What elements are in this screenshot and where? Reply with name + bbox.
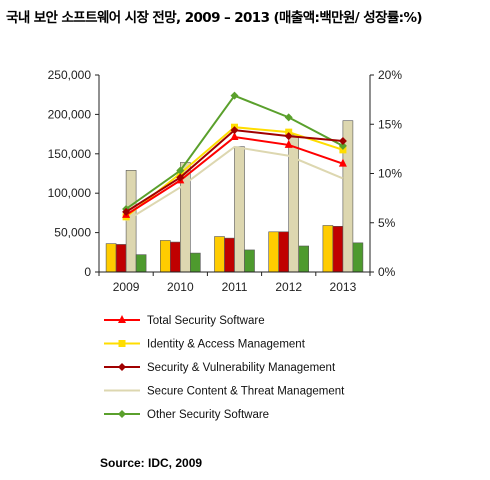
bar-1-1 bbox=[170, 241, 181, 273]
right-tick-label-0: 0% bbox=[378, 265, 396, 279]
bar-1-0 bbox=[115, 244, 127, 273]
bar-1-4 bbox=[332, 225, 344, 273]
legend-label-0: Total Security Software bbox=[147, 315, 265, 327]
bar-2-0 bbox=[125, 170, 137, 273]
line-point-2-4 bbox=[338, 136, 347, 145]
x-tick-label-2: 2011 bbox=[222, 280, 248, 294]
bar-0-3 bbox=[268, 231, 280, 273]
bar-3-0 bbox=[135, 254, 147, 273]
legend: Total Security Software Identity & Access… bbox=[104, 315, 345, 421]
chart-title: 국내 보안 소프트웨어 시장 전망, 2009 – 2013 (매출액:백만원/… bbox=[6, 10, 423, 26]
bar-3-4 bbox=[352, 242, 364, 273]
line-point-4-1 bbox=[176, 166, 185, 175]
bar-1-3 bbox=[278, 231, 290, 273]
left-tick-label-3: 150,000 bbox=[48, 147, 92, 161]
x-tick-label-1: 2010 bbox=[167, 280, 194, 294]
line-point-2-1 bbox=[176, 173, 185, 182]
right-tick-label-4: 20% bbox=[378, 68, 402, 82]
left-tick-label-1: 50,000 bbox=[54, 226, 91, 240]
x-tick-label-3: 2012 bbox=[275, 280, 302, 294]
line-point-2-2 bbox=[230, 126, 239, 135]
x-tick-label-4: 2013 bbox=[330, 280, 357, 294]
legend-label-4: Other Security Software bbox=[147, 409, 269, 421]
right-tick-label-2: 10% bbox=[378, 167, 402, 181]
bar-3-1 bbox=[190, 252, 201, 273]
source-note: Source: IDC, 2009 bbox=[100, 456, 203, 470]
bar-0-0 bbox=[105, 243, 117, 273]
legend-marker-2 bbox=[118, 363, 126, 371]
line-point-0-3 bbox=[284, 139, 293, 148]
line-point-4-2 bbox=[230, 91, 239, 100]
line-point-4-4 bbox=[338, 141, 347, 150]
left-tick-label-4: 200,000 bbox=[48, 107, 92, 121]
line-point-2-3 bbox=[284, 132, 293, 141]
left-tick-label-2: 100,000 bbox=[48, 186, 92, 200]
legend-label-1: Identity & Access Management bbox=[147, 339, 306, 351]
x-tick-label-0: 2009 bbox=[113, 280, 140, 294]
bar-0-1 bbox=[160, 240, 171, 273]
left-tick-label-0: 0 bbox=[84, 265, 91, 279]
legend-marker-1 bbox=[118, 340, 126, 347]
bar-3-3 bbox=[298, 245, 310, 273]
line-point-0-2 bbox=[230, 132, 239, 141]
bar-3-2 bbox=[244, 249, 255, 273]
legend-label-3: Secure Content & Threat Management bbox=[147, 386, 345, 398]
line-point-4-3 bbox=[284, 113, 293, 122]
bar-2-2 bbox=[234, 146, 245, 273]
bar-0-4 bbox=[322, 225, 334, 273]
axes-layer: 0 50,000 100,000 150,000 200,000 250,000 0% 5% 1… bbox=[48, 68, 403, 294]
bar-0-2 bbox=[214, 236, 225, 273]
left-tick-label-5: 250,000 bbox=[48, 68, 92, 82]
right-tick-label-3: 15% bbox=[378, 117, 402, 131]
line-point-2-0 bbox=[122, 207, 131, 216]
legend-label-2: Security & Vulnerability Management bbox=[147, 362, 336, 374]
line-layer bbox=[122, 91, 347, 222]
bar-layer bbox=[105, 120, 364, 273]
legend-marker-4 bbox=[118, 410, 126, 418]
right-tick-label-1: 5% bbox=[378, 216, 396, 230]
bar-1-2 bbox=[224, 237, 235, 273]
line-point-0-4 bbox=[338, 158, 347, 167]
line-series-3 bbox=[125, 145, 344, 222]
legend-marker-0 bbox=[118, 315, 126, 323]
